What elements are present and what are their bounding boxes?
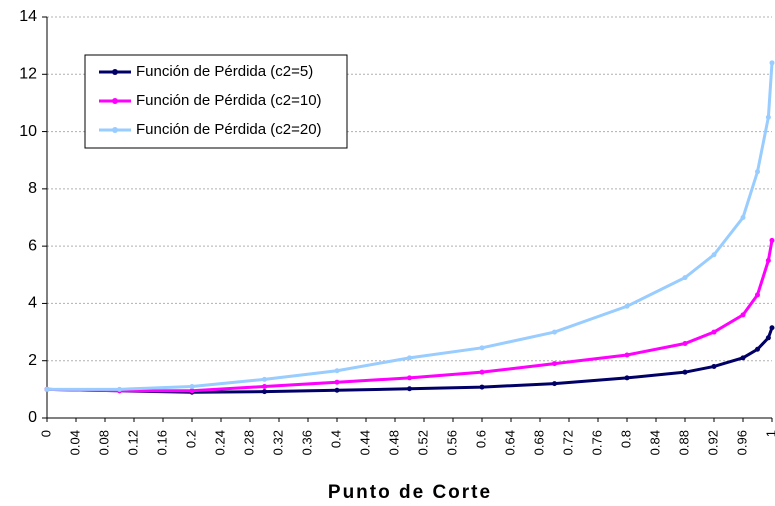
x-tick-label: 1 [763,430,775,437]
point [117,386,122,392]
x-tick-label: 0.36 [299,430,314,455]
point [407,386,412,392]
x-tick-label: 0.92 [705,430,720,455]
point [479,345,485,351]
x-tick-label: 0.72 [560,430,575,455]
point [334,368,340,374]
point [552,329,557,335]
x-tick-label: 0.96 [734,430,749,455]
legend-label: Función de Pérdida (c2=10) [136,92,322,109]
x-tick-label: 0.24 [212,430,227,455]
y-tick-label: 4 [28,295,37,312]
x-tick-label: 0.68 [531,430,546,455]
y-tick-label: 14 [19,8,37,25]
x-tick-label: 0 [38,430,53,437]
point [682,275,688,281]
legend-label: Función de Pérdida (c2=20) [136,121,322,138]
point [769,60,775,66]
y-tick-label: 0 [28,409,37,426]
point [262,389,267,395]
point [711,329,717,335]
point [711,252,717,258]
point [189,383,195,389]
point [765,257,771,263]
point [740,312,746,318]
x-tick-label: 0.12 [125,430,140,455]
x-tick-label: 0.44 [357,430,372,455]
legend-label: Función de Pérdida (c2=5) [136,63,313,80]
x-tick-label: 0.56 [444,430,459,455]
x-tick-label: 0.48 [386,430,401,455]
point [334,387,340,393]
point [407,375,412,381]
x-tick-label: 0.64 [502,430,517,455]
point [755,169,760,175]
x-axis-title: Punto de Corte [328,482,492,503]
point [769,237,775,243]
legend-marker [112,127,118,133]
point [769,325,775,331]
point [44,386,50,392]
point [334,379,340,385]
x-tick-label: 0.08 [96,430,111,455]
x-tick-label: 0.4 [328,430,343,448]
point [740,215,746,220]
point [765,114,771,120]
point [711,363,717,369]
point [552,381,557,387]
x-tick-label: 0.28 [241,430,256,455]
point [682,369,688,375]
legend-marker [112,69,118,75]
point [552,361,557,367]
x-tick-label: 0.32 [270,430,285,455]
point [479,369,485,375]
point [189,388,195,394]
point [262,383,267,389]
x-tick-label: 0.8 [618,430,633,448]
point [479,384,485,390]
legend-marker [112,98,118,104]
x-tick-label: 0.88 [676,430,691,455]
legend: Función de Pérdida (c2=5) Función de Pérd… [84,54,348,149]
point [682,341,688,347]
x-tick-label: 0.84 [647,430,662,455]
point [755,292,760,298]
point [624,352,630,358]
y-tick-label: 8 [28,180,37,197]
x-tick-label: 0.6 [473,430,488,448]
point [755,346,760,352]
y-tick-label: 2 [28,352,37,369]
y-tick-label: 12 [19,66,37,83]
x-tick-label: 0.16 [154,430,169,455]
y-tick-label: 6 [28,237,37,254]
series-line [46,240,774,393]
x-tick-label: 0.2 [183,430,198,448]
x-tick-label: 0.52 [415,430,430,455]
point [624,375,630,381]
point [262,376,267,382]
x-tick-label: 0.76 [589,430,604,455]
point [407,355,412,361]
y-tick-label: 10 [19,123,37,140]
point [740,355,746,361]
point [624,303,630,309]
x-tick-label: 0.04 [67,430,82,455]
point [765,335,771,341]
